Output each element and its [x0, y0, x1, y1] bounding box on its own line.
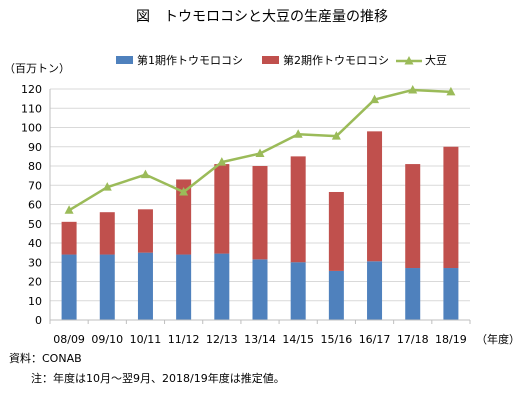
- soybean-marker: [293, 129, 303, 138]
- x-tick-label: 17/18: [397, 333, 429, 346]
- soybean-marker: [408, 84, 418, 94]
- soybean-marker: [64, 205, 74, 214]
- soybean-marker: [102, 182, 112, 191]
- y-tick-label: 30: [28, 256, 42, 269]
- bar-second-crop: [328, 191, 344, 271]
- legend-marker-soybean: [404, 56, 414, 65]
- x-tick-label: 08/09: [53, 333, 85, 346]
- x-tick-label: 10/11: [130, 333, 162, 346]
- y-tick-label: 80: [28, 160, 42, 173]
- legend: 第1期作トウモロコシ 第2期作トウモロコシ 大豆: [116, 53, 447, 67]
- legend-label-soybean: 大豆: [425, 53, 447, 67]
- x-tick-label: 18/19: [435, 333, 467, 346]
- y-tick-label: 50: [28, 218, 42, 231]
- soybean-marker: [446, 86, 456, 96]
- bar-first-crop: [176, 254, 192, 320]
- soybean-marker: [370, 94, 380, 104]
- bar-first-crop: [214, 253, 230, 320]
- bar-first-crop: [290, 262, 306, 320]
- footnote: 注：年度は10月～翌9月、2018/19年度は推定値。: [31, 372, 285, 385]
- source-note: 資料：CONAB: [9, 352, 82, 365]
- bar-first-crop: [61, 254, 77, 320]
- bar-first-crop: [252, 259, 268, 320]
- x-tick-label: 11/12: [168, 333, 200, 346]
- soybean-marker: [179, 186, 189, 196]
- x-tick-label: 13/14: [244, 333, 276, 346]
- soybean-marker: [140, 169, 150, 179]
- x-tick-label: 15/16: [321, 333, 353, 346]
- y-tick-label: 10: [28, 295, 42, 308]
- bars: [61, 131, 459, 320]
- y-tick-label: 60: [28, 199, 42, 212]
- soybean-line: [64, 84, 456, 214]
- soybean-marker: [217, 157, 227, 166]
- soybean-marker: [331, 131, 341, 140]
- bar-first-crop: [367, 261, 383, 320]
- y-axis-label: （百万トン）: [4, 62, 70, 75]
- x-tick-label: 09/10: [91, 333, 123, 346]
- bar-first-crop: [99, 254, 115, 320]
- x-axis-label: （年度）: [476, 332, 520, 346]
- y-tick-label: 0: [35, 314, 42, 327]
- bar-second-crop: [290, 156, 306, 263]
- y-tick-label: 70: [28, 179, 42, 192]
- x-tick-label: 14/15: [282, 333, 314, 346]
- bar-second-crop: [405, 164, 421, 269]
- bar-second-crop: [137, 209, 153, 253]
- axes: [49, 89, 471, 324]
- bar-second-crop: [61, 221, 77, 255]
- y-tick-label: 120: [21, 83, 42, 96]
- bar-first-crop: [405, 268, 421, 320]
- legend-swatch-second-crop: [262, 56, 279, 64]
- x-tick-labels: 08/09 09/10 10/11 11/12 12/13 13/14 14/15 15/16…: [53, 333, 467, 346]
- legend-label-second-crop: 第2期作トウモロコシ: [283, 53, 389, 67]
- bar-first-crop: [328, 270, 344, 320]
- y-tick-label: 40: [28, 237, 42, 250]
- y-tick-label: 90: [28, 141, 42, 154]
- bar-second-crop: [176, 179, 192, 255]
- y-tick-label: 20: [28, 276, 42, 289]
- bar-second-crop: [443, 146, 459, 269]
- bar-second-crop: [367, 131, 383, 262]
- bar-second-crop: [214, 164, 230, 254]
- chart-title: 図 トウモロコシと大豆の生産量の推移: [136, 9, 388, 25]
- bar-second-crop: [252, 166, 268, 260]
- bar-first-crop: [443, 268, 459, 320]
- bar-first-crop: [137, 252, 153, 320]
- y-tick-label: 100: [21, 122, 42, 135]
- x-tick-label: 12/13: [206, 333, 238, 346]
- legend-swatch-first-crop: [116, 56, 133, 64]
- y-tick-labels: 0 10 20 30 40 50 60 70 80 90 100 110 120: [21, 83, 42, 327]
- legend-label-first-crop: 第1期作トウモロコシ: [137, 53, 243, 67]
- bar-second-crop: [99, 212, 115, 255]
- soybean-marker: [255, 148, 265, 157]
- y-tick-label: 110: [21, 102, 42, 115]
- x-tick-label: 16/17: [359, 333, 391, 346]
